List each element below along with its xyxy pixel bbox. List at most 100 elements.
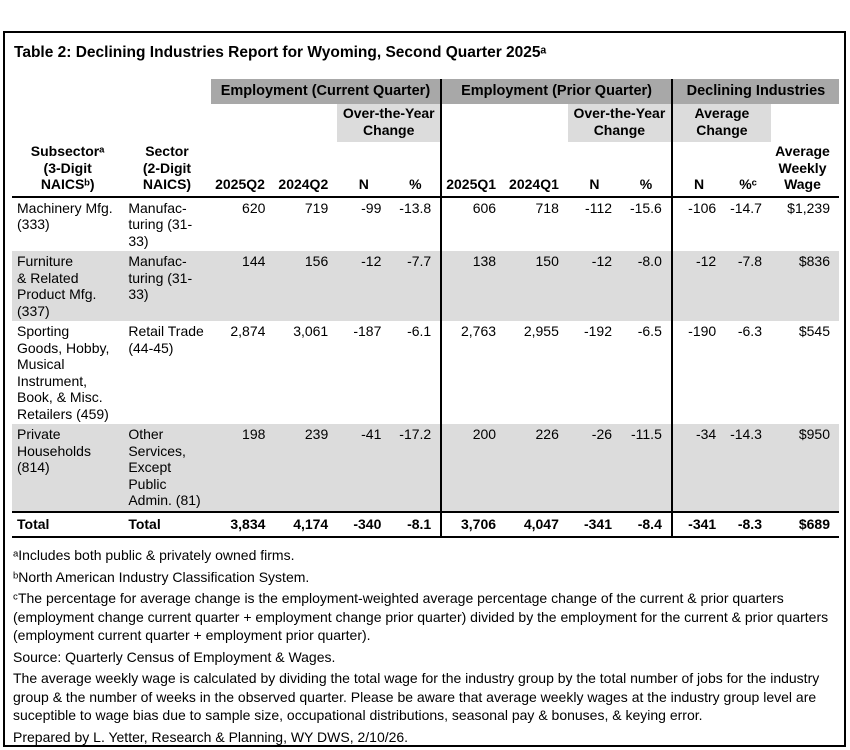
- cell-subsector: Furniture & Related Product Mfg. (337): [12, 251, 124, 322]
- cell-2024q2: 4,174: [274, 510, 338, 539]
- cell-n-current: -41: [337, 424, 391, 512]
- cell-average-weekly-wage: $836: [770, 251, 839, 322]
- cell-2025q1: 138: [441, 251, 506, 322]
- band-employment-current-quarter: Employment (Current Quarter): [210, 79, 443, 104]
- col-header-2025q2: 2025Q2: [210, 142, 275, 198]
- col-header-pct-current: %: [390, 142, 443, 198]
- col-header-average-weekly-wage: Average Weekly Wage: [770, 142, 839, 198]
- cell-pct-declining: -14.7: [730, 199, 762, 216]
- cell-n-current: -340: [337, 510, 391, 539]
- cell-sector: Other Services, Except Public Admin. (81…: [123, 424, 211, 512]
- cell-pct-current: -6.1: [390, 321, 443, 425]
- subband-over-the-year-change-current: Over-the-Year Change: [337, 104, 443, 142]
- cell-2025q1: 606: [472, 199, 497, 216]
- subband-spacer: [211, 104, 338, 142]
- report-title: Table 2: Declining Industries Report for…: [14, 44, 547, 61]
- cell-pct-prior: -8.4: [621, 510, 673, 539]
- cell-sector: Manufac- turing (31- 33): [128, 199, 193, 249]
- col-header-2024q1: 2024Q1: [505, 142, 568, 198]
- cell-sector: Manufac- turing (31- 33): [123, 251, 211, 322]
- cell-n-declining: -34: [671, 424, 726, 512]
- cell-average-weekly-wage: $1,239: [787, 199, 830, 216]
- cell-pct-prior: -6.5: [621, 321, 673, 425]
- cell-2024q1: 150: [505, 251, 568, 322]
- subband-over-the-year-change-prior: Over-the-Year Change: [567, 104, 673, 142]
- cell-n-declining: -341: [671, 510, 726, 539]
- cell-n-current: -12: [337, 251, 391, 322]
- subband-header-row: Over-the-Year Change Over-the-Year Chang…: [12, 104, 839, 142]
- col-header-n-declining: N: [671, 142, 726, 198]
- footnote-wage-note: The average weekly wage is calculated by…: [13, 670, 820, 724]
- industry-row-sporting-goods-retailers: Sporting Goods, Hobby, Musical Instrumen…: [12, 321, 839, 425]
- cell-average-weekly-wage: $689: [770, 510, 839, 539]
- report-page: Table 2: Declining Industries Report for…: [3, 31, 846, 747]
- cell-2024q1: 226: [505, 424, 568, 512]
- cell-2025q2: 2,874: [230, 323, 266, 340]
- cell-n-prior: -341: [567, 510, 622, 539]
- declining-industries-table: Employment (Current Quarter) Employment …: [12, 79, 839, 539]
- col-header-subsector: Subsectorᵃ (3-Digit NAICSᵇ): [12, 142, 124, 198]
- cell-pct-declining: -14.3: [725, 424, 771, 512]
- cell-2025q2: 144: [210, 251, 275, 322]
- subband-spacer: [771, 104, 839, 142]
- cell-n-current: -99: [361, 199, 382, 216]
- cell-2025q2: 198: [210, 424, 275, 512]
- col-header-n-current: N: [337, 142, 391, 198]
- band-header-row: Employment (Current Quarter) Employment …: [12, 79, 839, 104]
- cell-n-prior: -26: [567, 424, 622, 512]
- cell-2024q2: 719: [304, 199, 329, 216]
- cell-n-declining: -106: [688, 199, 717, 216]
- cell-2025q1: 2,763: [461, 323, 497, 340]
- cell-n-prior: -112: [585, 199, 613, 216]
- col-header-n-prior: N: [567, 142, 622, 198]
- cell-subsector: Private Households (814): [12, 424, 124, 512]
- cell-n-prior: -12: [567, 251, 622, 322]
- cell-average-weekly-wage: $545: [798, 323, 830, 340]
- col-header-pct-declining: %ᶜ: [725, 142, 771, 198]
- cell-2025q1: 3,706: [441, 510, 506, 539]
- band-employment-prior-quarter: Employment (Prior Quarter): [441, 79, 673, 104]
- subband-average-change: Average Change: [671, 104, 771, 142]
- total-row: Total Total 3,834 4,174 -340 -8.1 3,706 …: [12, 510, 839, 539]
- footnote-prepared-by: Prepared by L. Yetter, Research & Planni…: [13, 728, 409, 745]
- cell-pct-current: -13.8: [390, 196, 443, 252]
- cell-n-current: -187: [353, 323, 382, 340]
- cell-2024q1: 718: [535, 199, 559, 216]
- cell-pct-current: -7.7: [390, 251, 443, 322]
- col-header-sector: Sector (2-Digit NAICS): [123, 142, 211, 198]
- column-header-row: Subsectorᵃ (3-Digit NAICSᵇ) Sector (2-Di…: [12, 142, 839, 198]
- cell-2024q1: 4,047: [505, 510, 568, 539]
- cell-sector: Retail Trade (44-45): [128, 323, 204, 356]
- subband-spacer: [12, 104, 211, 142]
- cell-2024q1: 2,955: [523, 323, 559, 340]
- cell-subsector: Machinery Mfg. (333): [17, 199, 113, 233]
- cell-total-label: Total: [123, 510, 211, 539]
- cell-pct-prior: -11.5: [621, 424, 673, 512]
- footnotes-section: ᵃIncludes both public & privately owned …: [13, 546, 839, 746]
- footnote-b: ᵇNorth American Industry Classification …: [13, 568, 310, 585]
- cell-2024q2: 239: [274, 424, 338, 512]
- cell-pct-current: -8.1: [390, 510, 443, 539]
- col-header-2024q2: 2024Q2: [274, 142, 338, 198]
- cell-pct-current: -17.2: [390, 424, 443, 512]
- col-header-pct-prior: %: [621, 142, 673, 198]
- cell-n-declining: -190: [688, 323, 717, 340]
- col-header-2025q1: 2025Q1: [441, 142, 506, 198]
- subband-spacer: [441, 104, 568, 142]
- cell-n-declining: -12: [671, 251, 726, 322]
- cell-pct-prior: -8.0: [621, 251, 673, 322]
- cell-2024q2: 156: [274, 251, 338, 322]
- footnote-a: ᵃIncludes both public & privately owned …: [13, 547, 295, 564]
- cell-2025q2: 3,834: [210, 510, 275, 539]
- industry-row-furniture-mfg: Furniture & Related Product Mfg. (337) M…: [12, 251, 839, 322]
- cell-pct-declining: -8.3: [725, 510, 771, 539]
- industry-row-private-households: Private Households (814) Other Services,…: [12, 424, 839, 512]
- cell-pct-declining: -6.3: [737, 323, 762, 340]
- cell-2025q2: 620: [242, 199, 266, 216]
- cell-2025q1: 200: [441, 424, 506, 512]
- band-spacer: [12, 79, 211, 104]
- cell-pct-declining: -7.8: [725, 251, 771, 322]
- cell-pct-prior: -15.6: [621, 196, 673, 252]
- cell-average-weekly-wage: $950: [770, 424, 839, 512]
